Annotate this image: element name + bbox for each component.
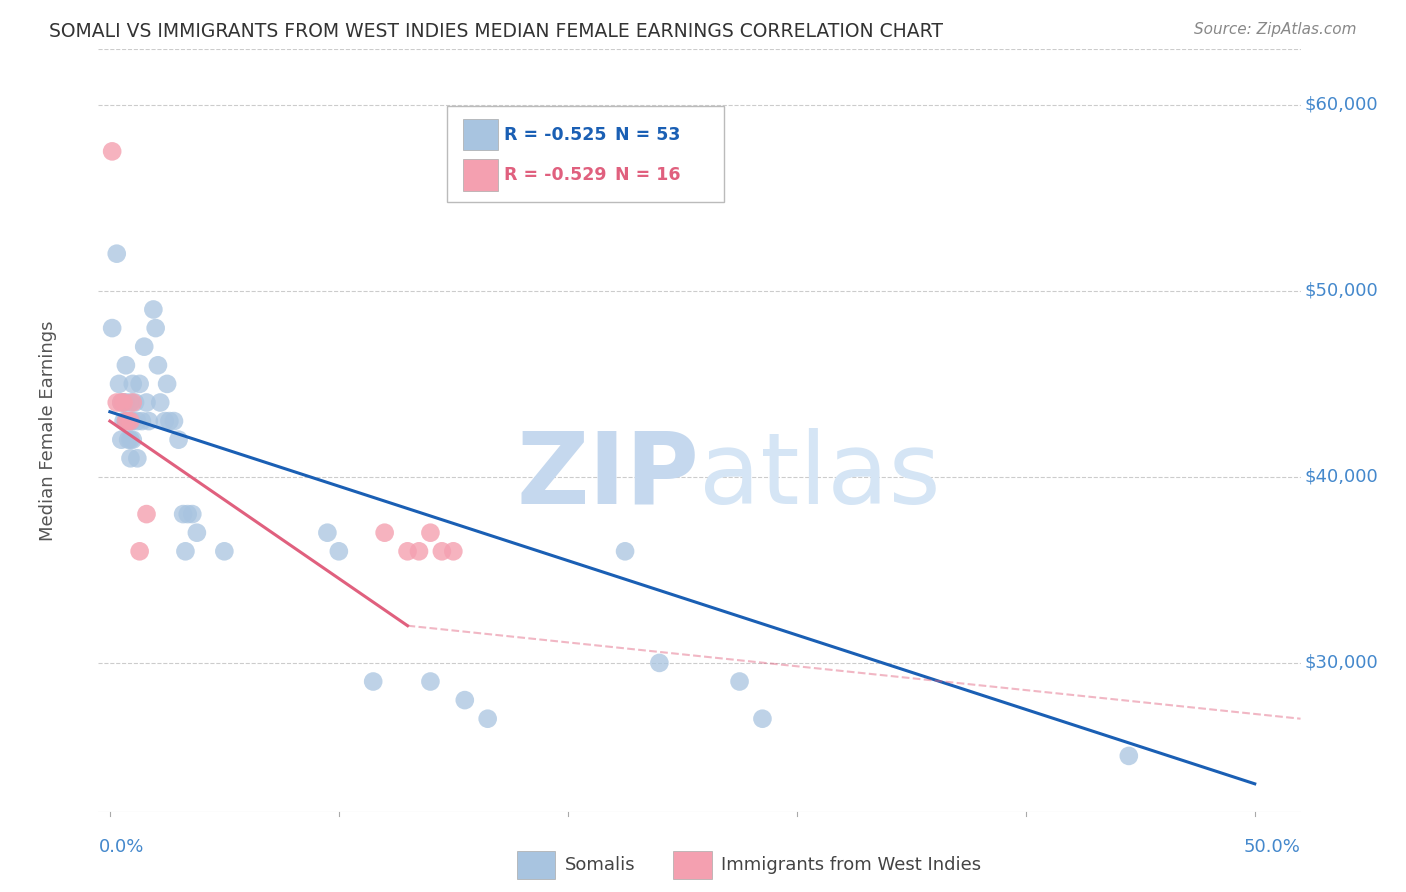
Point: [117, 414, 139, 428]
Point: [120, 414, 142, 428]
Point: [728, 674, 751, 689]
Point: [172, 507, 194, 521]
Point: [112, 414, 135, 428]
Point: [121, 414, 143, 428]
Point: [430, 544, 453, 558]
Point: [316, 525, 339, 540]
Text: R = -0.529: R = -0.529: [503, 166, 606, 184]
Point: [181, 507, 204, 521]
Point: [477, 712, 499, 726]
Point: [115, 395, 138, 409]
Point: [135, 507, 157, 521]
Point: [110, 395, 132, 409]
Point: [153, 414, 176, 428]
Text: 0.0%: 0.0%: [98, 838, 143, 856]
Point: [101, 321, 124, 335]
Text: $40,000: $40,000: [1305, 468, 1378, 486]
Point: [174, 544, 197, 558]
Point: [214, 544, 236, 558]
FancyBboxPatch shape: [463, 119, 498, 150]
Point: [112, 395, 135, 409]
Point: [441, 544, 464, 558]
Point: [121, 433, 143, 447]
FancyBboxPatch shape: [517, 851, 555, 879]
FancyBboxPatch shape: [447, 106, 724, 202]
Point: [101, 145, 124, 159]
Point: [117, 433, 139, 447]
Point: [419, 525, 441, 540]
Point: [120, 451, 142, 466]
Point: [120, 395, 142, 409]
Point: [156, 376, 179, 391]
Point: [110, 395, 132, 409]
Point: [163, 414, 186, 428]
Point: [124, 395, 146, 409]
Text: N = 53: N = 53: [616, 126, 681, 144]
Text: Source: ZipAtlas.com: Source: ZipAtlas.com: [1194, 22, 1357, 37]
Point: [177, 507, 200, 521]
Point: [105, 395, 128, 409]
Point: [134, 340, 156, 354]
Point: [127, 451, 149, 466]
Text: N = 16: N = 16: [616, 166, 681, 184]
Text: Immigrants from West Indies: Immigrants from West Indies: [721, 856, 981, 874]
Point: [135, 395, 157, 409]
Point: [117, 414, 139, 428]
Point: [108, 376, 131, 391]
Point: [157, 414, 180, 428]
Point: [128, 544, 150, 558]
Text: $30,000: $30,000: [1305, 654, 1378, 672]
Text: Somalis: Somalis: [565, 856, 636, 874]
Text: atlas: atlas: [699, 427, 941, 524]
Text: R = -0.525: R = -0.525: [503, 126, 606, 144]
Point: [751, 712, 773, 726]
Point: [145, 321, 167, 335]
Text: Median Female Earnings: Median Female Earnings: [39, 320, 56, 541]
Point: [115, 414, 138, 428]
Point: [408, 544, 430, 558]
Text: $50,000: $50,000: [1305, 282, 1378, 300]
Text: SOMALI VS IMMIGRANTS FROM WEST INDIES MEDIAN FEMALE EARNINGS CORRELATION CHART: SOMALI VS IMMIGRANTS FROM WEST INDIES ME…: [49, 22, 943, 41]
Point: [138, 414, 160, 428]
Point: [361, 674, 384, 689]
Point: [131, 414, 153, 428]
Point: [121, 395, 143, 409]
Point: [396, 544, 419, 558]
Text: $60,000: $60,000: [1305, 95, 1378, 114]
FancyBboxPatch shape: [673, 851, 711, 879]
Point: [142, 302, 165, 317]
Point: [120, 414, 142, 428]
Point: [454, 693, 477, 707]
Point: [105, 246, 128, 260]
Point: [121, 376, 143, 391]
Point: [419, 674, 441, 689]
Point: [328, 544, 350, 558]
Point: [374, 525, 396, 540]
Point: [146, 359, 169, 373]
Point: [115, 359, 138, 373]
Point: [128, 376, 150, 391]
Point: [648, 656, 671, 670]
Point: [614, 544, 637, 558]
Point: [149, 395, 172, 409]
Point: [167, 433, 190, 447]
Point: [186, 525, 208, 540]
Point: [120, 433, 142, 447]
Point: [112, 395, 135, 409]
Text: ZIP: ZIP: [516, 427, 699, 524]
Point: [115, 414, 138, 428]
Point: [1118, 748, 1140, 763]
Point: [127, 414, 149, 428]
Point: [110, 433, 132, 447]
Text: 50.0%: 50.0%: [1244, 838, 1301, 856]
FancyBboxPatch shape: [463, 160, 498, 191]
